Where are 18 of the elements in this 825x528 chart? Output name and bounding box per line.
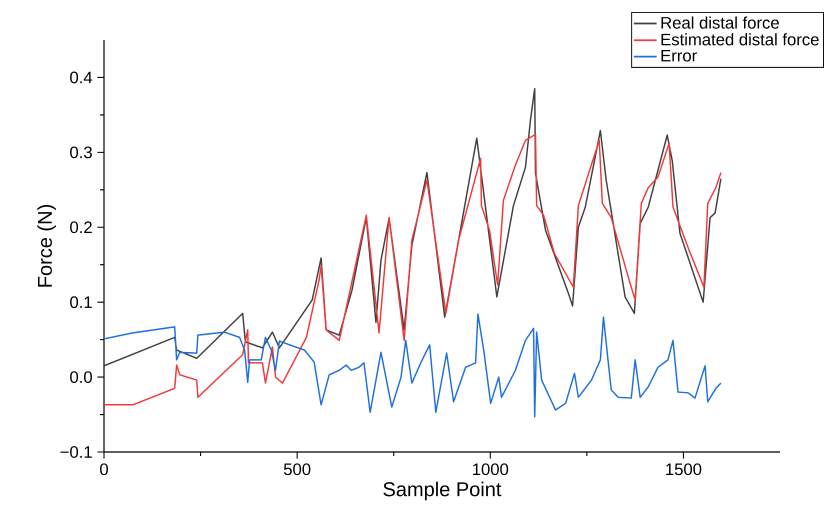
- y-tick-label: 0.2: [70, 221, 92, 234]
- x-tick-label: 1000: [473, 463, 508, 476]
- line-series: [104, 88, 722, 367]
- legend-label: Estimated distal force: [662, 33, 819, 46]
- legend-label: Real distal force: [662, 16, 779, 29]
- y-tick-label: 0.0: [70, 371, 92, 383]
- x-tick-label: 1500: [666, 463, 702, 476]
- line-series: [104, 313, 722, 418]
- x-tick-label: 0: [100, 463, 108, 476]
- y-tick-label: −0.1: [60, 446, 92, 458]
- y-axis-title: Force (N): [37, 205, 56, 287]
- y-tick-label: 0.4: [70, 72, 92, 84]
- x-axis-title: Sample Point: [383, 482, 502, 500]
- y-tick-label: 0.3: [70, 146, 92, 158]
- legend-label: Error: [662, 50, 697, 62]
- y-tick-label: 0.1: [70, 296, 92, 308]
- x-tick-label: 500: [284, 463, 310, 476]
- line-series: [104, 134, 722, 406]
